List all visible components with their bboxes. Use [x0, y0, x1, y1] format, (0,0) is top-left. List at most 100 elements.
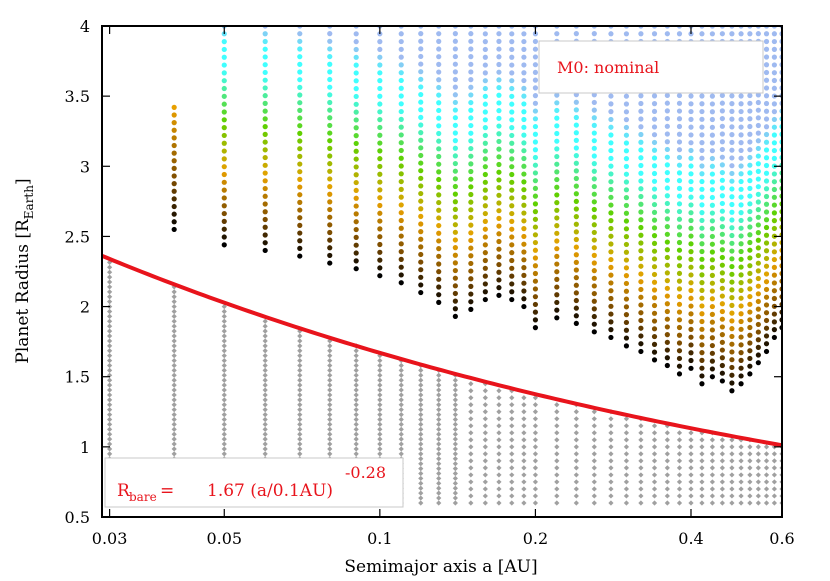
envelope-point: [171, 196, 177, 202]
envelope-point: [664, 108, 670, 114]
bare-core-point: [623, 451, 630, 457]
envelope-point: [398, 85, 404, 91]
envelope-point: [709, 31, 715, 37]
envelope-point: [532, 224, 539, 230]
bare-core-point: [107, 264, 113, 270]
bare-core-point: [107, 426, 113, 432]
envelope-point: [297, 153, 303, 159]
envelope-point: [763, 116, 770, 122]
bare-core-point: [221, 357, 227, 364]
envelope-point: [221, 93, 227, 99]
envelope-point: [436, 222, 442, 229]
envelope-point: [509, 195, 515, 201]
envelope-point: [747, 185, 753, 191]
envelope-point: [377, 257, 383, 263]
envelope-point: [664, 224, 670, 230]
bare-core-point: [591, 458, 597, 464]
envelope-point: [496, 61, 502, 68]
y-axis-title-close: ]: [13, 178, 33, 185]
envelope-point: [688, 147, 694, 154]
bare-core-point: [171, 387, 177, 393]
envelope-point: [436, 276, 442, 282]
envelope-point: [521, 202, 527, 208]
bare-core-point: [509, 493, 515, 499]
envelope-point: [353, 179, 359, 186]
envelope-point: [353, 242, 359, 248]
envelope-point: [436, 207, 442, 213]
envelope-point: [221, 85, 227, 92]
envelope-point: [377, 163, 383, 170]
bare-core-point: [171, 441, 177, 447]
x-tick-label: 0.4: [678, 529, 703, 548]
envelope-point: [651, 279, 658, 285]
y-tick-label: 3: [80, 157, 90, 176]
envelope-point: [771, 311, 777, 317]
envelope-point: [591, 290, 597, 297]
envelope-point: [709, 116, 715, 123]
bare-core-point: [608, 416, 614, 422]
bare-core-point: [452, 416, 458, 423]
bare-core-point: [482, 486, 488, 492]
bare-core-point: [377, 382, 383, 388]
envelope-point: [554, 292, 560, 298]
bare-core-point: [608, 493, 614, 499]
envelope-point: [297, 115, 303, 121]
bare-core-point: [554, 465, 560, 471]
bare-core-point: [436, 436, 442, 442]
envelope-point: [699, 357, 705, 363]
envelope-point: [755, 214, 761, 220]
envelope-point: [496, 92, 502, 98]
envelope-point: [521, 31, 527, 37]
bare-core-point: [623, 493, 630, 499]
bare-core-point: [763, 444, 770, 450]
bare-core-point: [468, 402, 474, 408]
envelope-point: [638, 279, 644, 285]
bare-core-point: [107, 274, 113, 280]
bare-core-point: [482, 493, 488, 499]
envelope-point: [688, 272, 694, 278]
bare-core-point: [262, 397, 268, 403]
envelope-point: [509, 132, 515, 139]
bare-core-point: [638, 458, 644, 464]
envelope-point: [418, 289, 424, 296]
bare-core-point: [468, 416, 474, 422]
envelope-point: [171, 219, 177, 225]
envelope-point: [664, 293, 670, 299]
bare-core-point: [171, 431, 177, 437]
envelope-point: [688, 108, 694, 115]
envelope-point: [468, 299, 474, 305]
bare-core-point: [496, 416, 502, 422]
envelope-point: [747, 255, 753, 261]
bare-core-point: [262, 431, 268, 437]
envelope-point: [738, 280, 744, 286]
envelope-point: [651, 163, 658, 169]
bare-core-point: [327, 348, 333, 354]
envelope-point: [573, 122, 579, 128]
envelope-point: [709, 109, 715, 115]
envelope-point: [651, 108, 658, 115]
envelope-point: [608, 155, 614, 161]
bare-core-point: [719, 465, 725, 471]
envelope-point: [763, 139, 770, 145]
envelope-point: [747, 123, 753, 130]
bare-core-point: [664, 437, 670, 443]
bare-core-point: [221, 441, 227, 447]
envelope-point: [297, 61, 303, 67]
bare-core-point: [262, 323, 268, 329]
bare-core-point: [496, 465, 502, 471]
bare-core-point: [496, 430, 502, 436]
bare-core-point: [297, 451, 303, 457]
envelope-point: [709, 233, 715, 240]
bare-core-point: [532, 423, 539, 429]
envelope-point: [521, 257, 527, 263]
bare-core-point: [729, 493, 735, 499]
envelope-point: [436, 77, 442, 83]
envelope-point: [377, 249, 383, 255]
envelope-point: [638, 248, 644, 254]
bare-core-point: [107, 441, 113, 447]
envelope-point: [738, 178, 744, 185]
envelope-point: [676, 92, 683, 99]
envelope-point: [327, 76, 333, 83]
bare-core-point: [747, 465, 753, 471]
envelope-point: [509, 62, 515, 68]
